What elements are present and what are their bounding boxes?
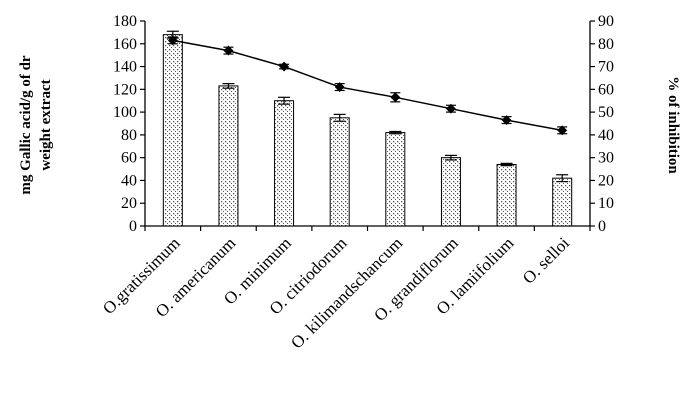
y-right-tick-label: 50 — [598, 104, 614, 121]
bar — [552, 177, 573, 227]
y-left-tick-label: 140 — [113, 59, 137, 76]
y-left-tick-label: 160 — [113, 36, 137, 53]
y-left-tick-label: 40 — [121, 172, 137, 189]
bar — [329, 117, 350, 227]
y-right-tick-label: 10 — [598, 195, 614, 212]
y-right-tick-label: 0 — [598, 218, 606, 235]
y-left-tick-label: 180 — [113, 13, 137, 30]
y-right-tick-label: 30 — [598, 150, 614, 167]
y-left-tick-label: 120 — [113, 81, 137, 98]
y-right-tick-label: 40 — [598, 127, 614, 144]
y-right-tick-label: 60 — [598, 81, 614, 98]
y-right-tick-label: 90 — [598, 13, 614, 30]
y-axis-left-title: mg Gallic acid/g of dr — [18, 55, 34, 194]
y-axis-left-title-line2: weight extract — [38, 79, 54, 170]
bar — [496, 164, 517, 227]
y-left-tick-label: 0 — [129, 218, 137, 235]
y-axis-right-title: % of inhibition — [665, 76, 681, 174]
x-category-label: O. selloi — [519, 233, 573, 287]
y-right-tick-label: 80 — [598, 36, 614, 53]
bar — [162, 34, 183, 227]
line-point — [167, 35, 178, 46]
bar — [440, 157, 461, 227]
y-left-tick-label: 80 — [121, 127, 137, 144]
line-point — [279, 61, 290, 72]
line-point — [390, 92, 401, 103]
y-right-tick-label: 20 — [598, 172, 614, 189]
y-left-tick-label: 60 — [121, 150, 137, 167]
y-left-tick-label: 20 — [121, 195, 137, 212]
y-left-tick-label: 100 — [113, 104, 137, 121]
bar — [385, 132, 406, 227]
line-point — [223, 45, 234, 56]
bar — [218, 85, 239, 227]
inhibition-line — [172, 39, 563, 132]
bar — [274, 100, 295, 227]
line-point — [557, 125, 568, 136]
y-right-tick-label: 70 — [598, 59, 614, 76]
